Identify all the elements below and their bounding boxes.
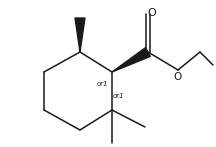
Text: or1: or1 [97,81,109,87]
Polygon shape [112,48,150,72]
Text: or1: or1 [113,93,125,99]
Text: O: O [148,8,156,18]
Text: O: O [173,72,181,82]
Polygon shape [75,18,85,52]
